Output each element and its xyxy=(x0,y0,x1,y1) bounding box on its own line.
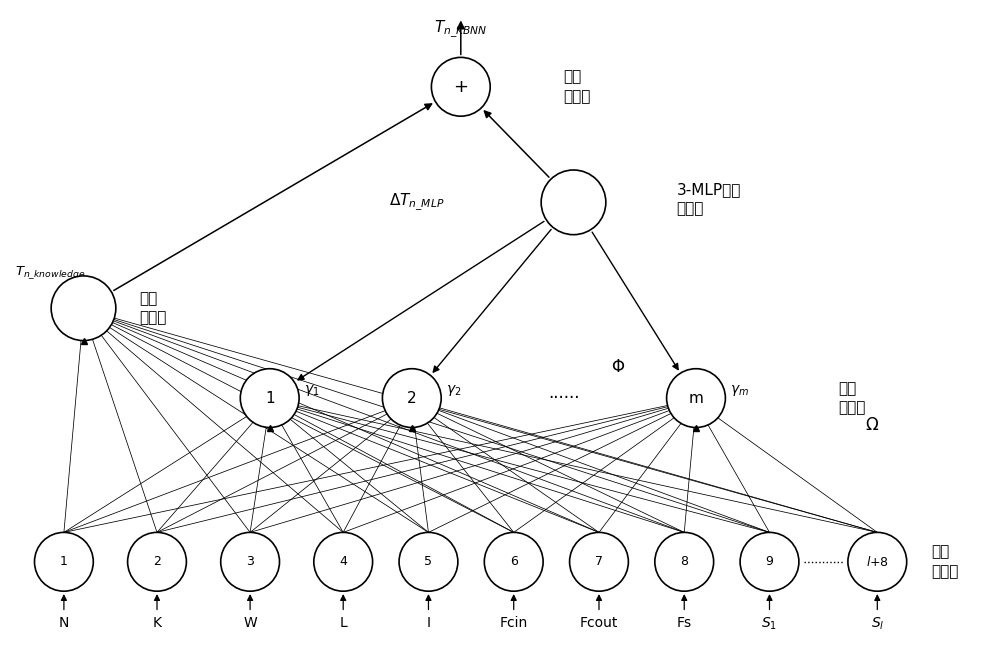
Text: $\gamma_m$: $\gamma_m$ xyxy=(730,383,749,398)
Text: $\gamma_2$: $\gamma_2$ xyxy=(446,383,462,398)
Text: $T_{n\_KBNN}$: $T_{n\_KBNN}$ xyxy=(434,18,487,39)
Ellipse shape xyxy=(240,369,299,428)
Text: 输入
神经元: 输入 神经元 xyxy=(931,544,959,579)
Text: K: K xyxy=(152,616,162,629)
Text: 5: 5 xyxy=(424,555,432,569)
Text: W: W xyxy=(243,616,257,629)
Text: L: L xyxy=(339,616,347,629)
Ellipse shape xyxy=(314,533,373,591)
Text: +: + xyxy=(453,78,468,96)
Text: 隐藏
神经元: 隐藏 神经元 xyxy=(838,381,865,415)
Text: $\Delta T_{n\_MLP}$: $\Delta T_{n\_MLP}$ xyxy=(389,192,444,213)
Text: I: I xyxy=(426,616,430,629)
Text: $S_l$: $S_l$ xyxy=(871,616,884,632)
Text: N: N xyxy=(59,616,69,629)
Text: 2: 2 xyxy=(153,555,161,569)
Text: 1: 1 xyxy=(60,555,68,569)
Text: 4: 4 xyxy=(339,555,347,569)
Ellipse shape xyxy=(667,369,725,428)
Text: 6: 6 xyxy=(510,555,518,569)
Ellipse shape xyxy=(399,533,458,591)
Ellipse shape xyxy=(655,533,714,591)
Text: 2: 2 xyxy=(407,390,417,405)
Text: m: m xyxy=(689,390,703,405)
Text: Fcin: Fcin xyxy=(500,616,528,629)
Text: $\Omega$: $\Omega$ xyxy=(865,416,879,434)
Ellipse shape xyxy=(51,276,116,341)
Text: $S_1$: $S_1$ xyxy=(761,616,778,632)
Text: Fs: Fs xyxy=(677,616,692,629)
Ellipse shape xyxy=(541,170,606,234)
Text: 7: 7 xyxy=(595,555,603,569)
Ellipse shape xyxy=(484,533,543,591)
Text: $\Phi$: $\Phi$ xyxy=(611,358,625,377)
Ellipse shape xyxy=(128,533,186,591)
Ellipse shape xyxy=(740,533,799,591)
Ellipse shape xyxy=(34,533,93,591)
Text: 1: 1 xyxy=(265,390,275,405)
Text: $l$+8: $l$+8 xyxy=(866,555,889,569)
Ellipse shape xyxy=(221,533,280,591)
Text: $T_{n\_knowledge}$: $T_{n\_knowledge}$ xyxy=(15,265,85,282)
Ellipse shape xyxy=(848,533,907,591)
Text: Fcout: Fcout xyxy=(580,616,618,629)
Text: $\gamma_1$: $\gamma_1$ xyxy=(304,383,319,398)
Text: 3: 3 xyxy=(246,555,254,569)
Text: 8: 8 xyxy=(680,555,688,569)
Text: 3-MLP输出
神经元: 3-MLP输出 神经元 xyxy=(676,181,741,217)
Ellipse shape xyxy=(431,58,490,116)
Text: 9: 9 xyxy=(766,555,773,569)
Ellipse shape xyxy=(570,533,628,591)
Ellipse shape xyxy=(382,369,441,428)
Text: 知识
神经元: 知识 神经元 xyxy=(139,291,167,326)
Text: 输出
神经元: 输出 神经元 xyxy=(564,69,591,104)
Text: ......: ...... xyxy=(548,384,579,402)
